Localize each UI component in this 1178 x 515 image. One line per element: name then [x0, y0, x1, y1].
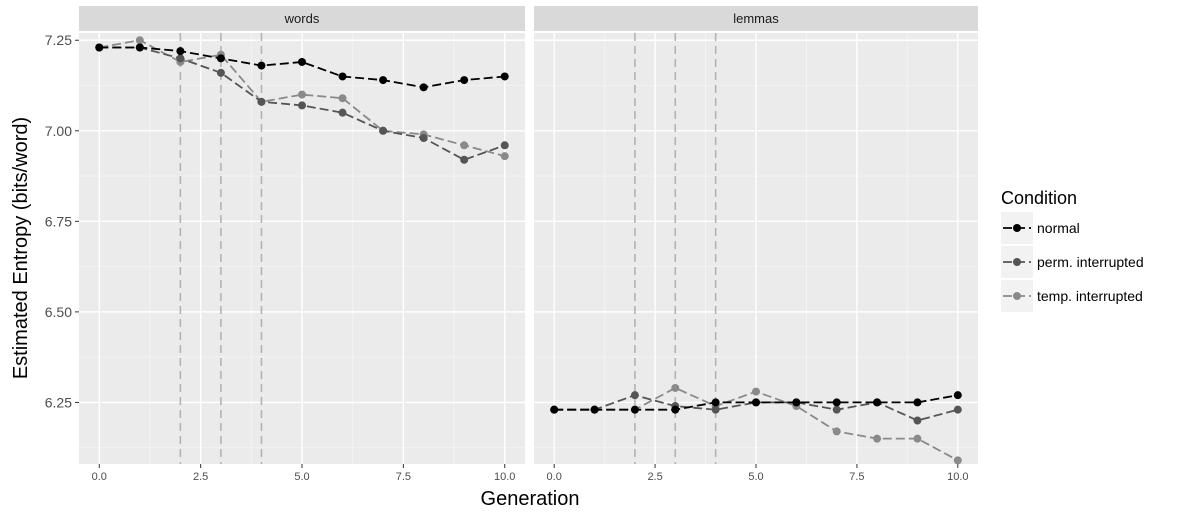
data-point [176, 47, 185, 56]
data-point [792, 398, 801, 407]
x-tick-label: 2.5 [647, 471, 662, 483]
data-point [135, 43, 144, 52]
data-point [590, 405, 599, 414]
panel-strip-label: words [284, 11, 320, 26]
panel-lemmas: lemmas 0.0 2.5 5.0 7.5 10.0 [534, 6, 978, 483]
x-tick-label: 5.0 [748, 471, 763, 483]
data-point [257, 61, 266, 70]
x-tick-label: 10.0 [947, 471, 968, 483]
data-point [95, 43, 104, 52]
data-point [298, 101, 306, 110]
panel-words: words 0.0 2.5 5.0 7.5 10.0 6.25 6.50 6.75 7.00 7.2… [45, 6, 525, 483]
legend-key-point [1013, 292, 1021, 300]
legend-title: Condition [1001, 188, 1077, 208]
x-tick-label: 2.5 [193, 471, 208, 483]
data-point [176, 54, 185, 63]
data-point [873, 398, 882, 407]
legend-label: temp. interrupted [1037, 288, 1143, 304]
data-point [953, 391, 962, 400]
data-point [832, 398, 841, 407]
data-point [832, 427, 841, 436]
data-point [953, 405, 962, 414]
data-point [953, 456, 962, 465]
data-point [752, 398, 760, 407]
data-point [711, 405, 720, 414]
x-tick-label: 7.5 [849, 471, 864, 483]
panel-strip-label: lemmas [733, 11, 779, 26]
legend-item: perm. interrupted [1001, 246, 1144, 278]
data-point [298, 90, 306, 99]
data-point [711, 398, 720, 407]
x-tick-label: 7.5 [396, 471, 411, 483]
panel-strip [534, 6, 978, 31]
legend-label: perm. interrupted [1037, 254, 1144, 270]
data-point [630, 391, 639, 400]
y-tick-label: 6.75 [45, 213, 72, 229]
x-tick-label: 10.0 [494, 471, 515, 483]
data-point [460, 76, 469, 85]
data-point [216, 68, 225, 77]
data-point [379, 76, 388, 85]
data-point [298, 57, 306, 66]
x-tick-label: 0.0 [547, 471, 562, 483]
data-point [832, 405, 841, 414]
data-point [752, 387, 760, 396]
data-point [913, 398, 922, 407]
y-axis-title: Estimated Entropy (bits/word) [10, 117, 32, 379]
data-point [257, 97, 266, 106]
y-tick-label: 7.25 [45, 32, 72, 48]
data-point [500, 72, 509, 81]
data-point [913, 416, 922, 425]
legend-label: normal [1037, 220, 1080, 236]
panels-layer: words 0.0 2.5 5.0 7.5 10.0 6.25 6.50 6.75 7.00 7.2… [45, 6, 978, 483]
data-point [500, 141, 509, 150]
x-tick-label: 5.0 [294, 471, 309, 483]
x-tick-label: 0.0 [92, 471, 107, 483]
data-point [338, 108, 347, 117]
data-point [419, 134, 428, 143]
legend-key-point [1013, 258, 1021, 266]
data-point [216, 54, 225, 63]
data-point [630, 405, 639, 414]
data-point [550, 405, 559, 414]
y-tick-label: 6.50 [45, 304, 72, 320]
data-point [460, 155, 469, 164]
data-point [135, 36, 144, 45]
data-point [379, 126, 388, 135]
data-point [671, 383, 680, 392]
series-line-normal [99, 46, 505, 89]
data-point [338, 94, 347, 103]
legend-item: normal [1001, 212, 1080, 244]
panel-strip [79, 6, 525, 31]
data-point [671, 405, 680, 414]
y-tick-label: 6.25 [45, 394, 72, 410]
legend-key-point [1013, 224, 1021, 232]
data-point [873, 434, 882, 443]
legend-items: normal perm. interrupted temp. interrupted [1001, 212, 1144, 312]
legend-item: temp. interrupted [1001, 280, 1143, 312]
data-point [913, 434, 922, 443]
data-point [338, 72, 347, 81]
data-point [460, 141, 469, 150]
data-point [500, 152, 509, 161]
legend: Condition normal perm. interrupted temp. i… [1001, 188, 1144, 312]
x-axis-title: Generation [481, 488, 580, 510]
data-point [419, 83, 428, 92]
series-line-perm-interrupted [554, 394, 959, 422]
y-tick-label: 7.00 [45, 123, 72, 139]
